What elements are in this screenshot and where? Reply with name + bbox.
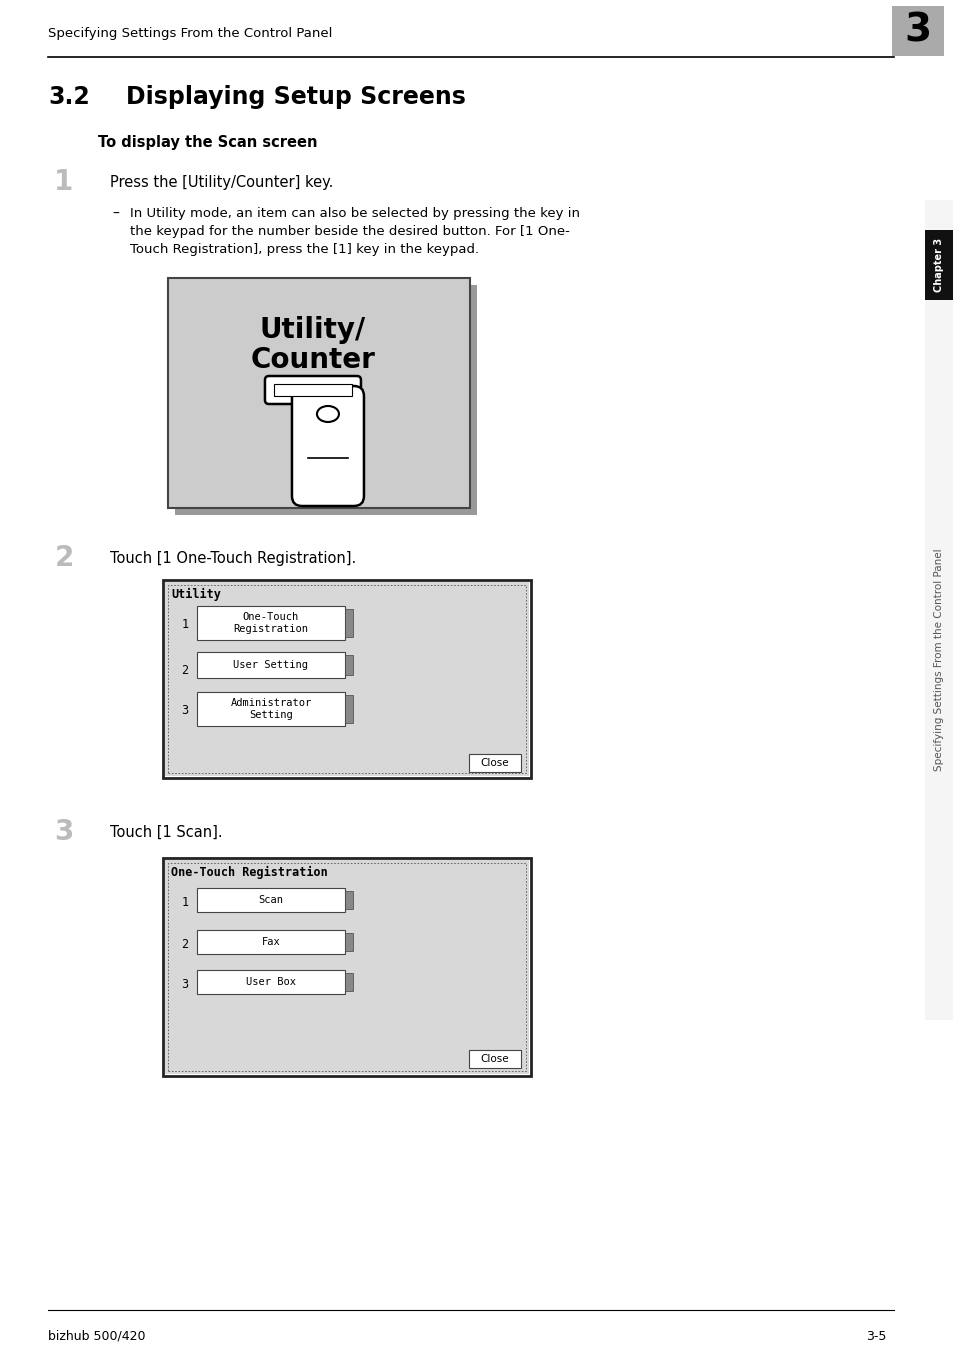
Text: One-Touch Registration: One-Touch Registration [171,865,328,879]
Bar [168,279,470,508]
Text: Specifying Settings From the Control Panel: Specifying Settings From the Control Pan… [934,549,943,771]
Ellipse shape [316,406,338,422]
Bar [924,230,953,300]
Text: 1: 1 [54,168,73,196]
Text: Administrator
Setting: Administrator Setting [230,698,312,719]
Text: 3: 3 [181,977,189,991]
Text: 3: 3 [903,12,930,50]
Text: Scan: Scan [258,895,283,904]
Text: 3-5: 3-5 [864,1329,885,1343]
Bar [469,754,520,772]
Text: User Setting: User Setting [233,660,308,671]
Text: Utility: Utility [171,588,221,600]
Bar [174,285,476,515]
Text: To display the Scan screen: To display the Scan screen [98,135,317,150]
Bar [345,933,353,950]
Text: One-Touch
Registration: One-Touch Registration [233,612,308,634]
Bar [345,891,353,909]
Bar [891,5,943,55]
FancyBboxPatch shape [265,376,360,404]
Text: 3: 3 [181,703,189,717]
Text: Chapter 3: Chapter 3 [934,238,943,292]
Bar [345,695,353,723]
Text: User Box: User Box [246,977,295,987]
Bar [196,606,345,639]
Bar [165,860,529,1073]
FancyBboxPatch shape [274,384,352,396]
Bar [196,888,345,913]
Bar [171,598,522,768]
Bar [165,581,529,776]
Text: bizhub 500/420: bizhub 500/420 [48,1329,146,1343]
Text: Close: Close [480,758,509,768]
Bar [168,863,525,1071]
Text: Press the [Utility/Counter] key.: Press the [Utility/Counter] key. [110,174,333,189]
Bar [163,580,531,777]
Text: Counter: Counter [251,346,375,375]
Bar [196,969,345,994]
Bar [196,930,345,955]
Bar [345,654,353,675]
Text: 3.2: 3.2 [48,85,90,110]
Text: 3: 3 [54,818,73,846]
Text: Fax: Fax [261,937,280,946]
Text: 2: 2 [181,664,189,676]
Text: 1: 1 [181,895,189,909]
Text: 2: 2 [181,937,189,950]
Text: Utility/: Utility/ [259,316,366,343]
Bar [469,1051,520,1068]
Text: Touch [1 One-Touch Registration].: Touch [1 One-Touch Registration]. [110,550,355,565]
Text: Displaying Setup Screens: Displaying Setup Screens [126,85,465,110]
Text: Specifying Settings From the Control Panel: Specifying Settings From the Control Pan… [48,27,332,41]
Bar [196,652,345,677]
Text: In Utility mode, an item can also be selected by pressing the key in
the keypad : In Utility mode, an item can also be sel… [130,207,579,256]
Bar [196,692,345,726]
Text: 2: 2 [54,544,73,572]
Text: Touch [1 Scan].: Touch [1 Scan]. [110,825,222,840]
FancyBboxPatch shape [292,387,364,506]
Text: Close: Close [480,1055,509,1064]
Bar [924,200,953,1019]
Bar [168,585,525,773]
Bar [345,608,353,637]
Bar [345,973,353,991]
Bar [163,859,531,1076]
Text: –: – [112,207,119,220]
Text: 1: 1 [181,618,189,630]
